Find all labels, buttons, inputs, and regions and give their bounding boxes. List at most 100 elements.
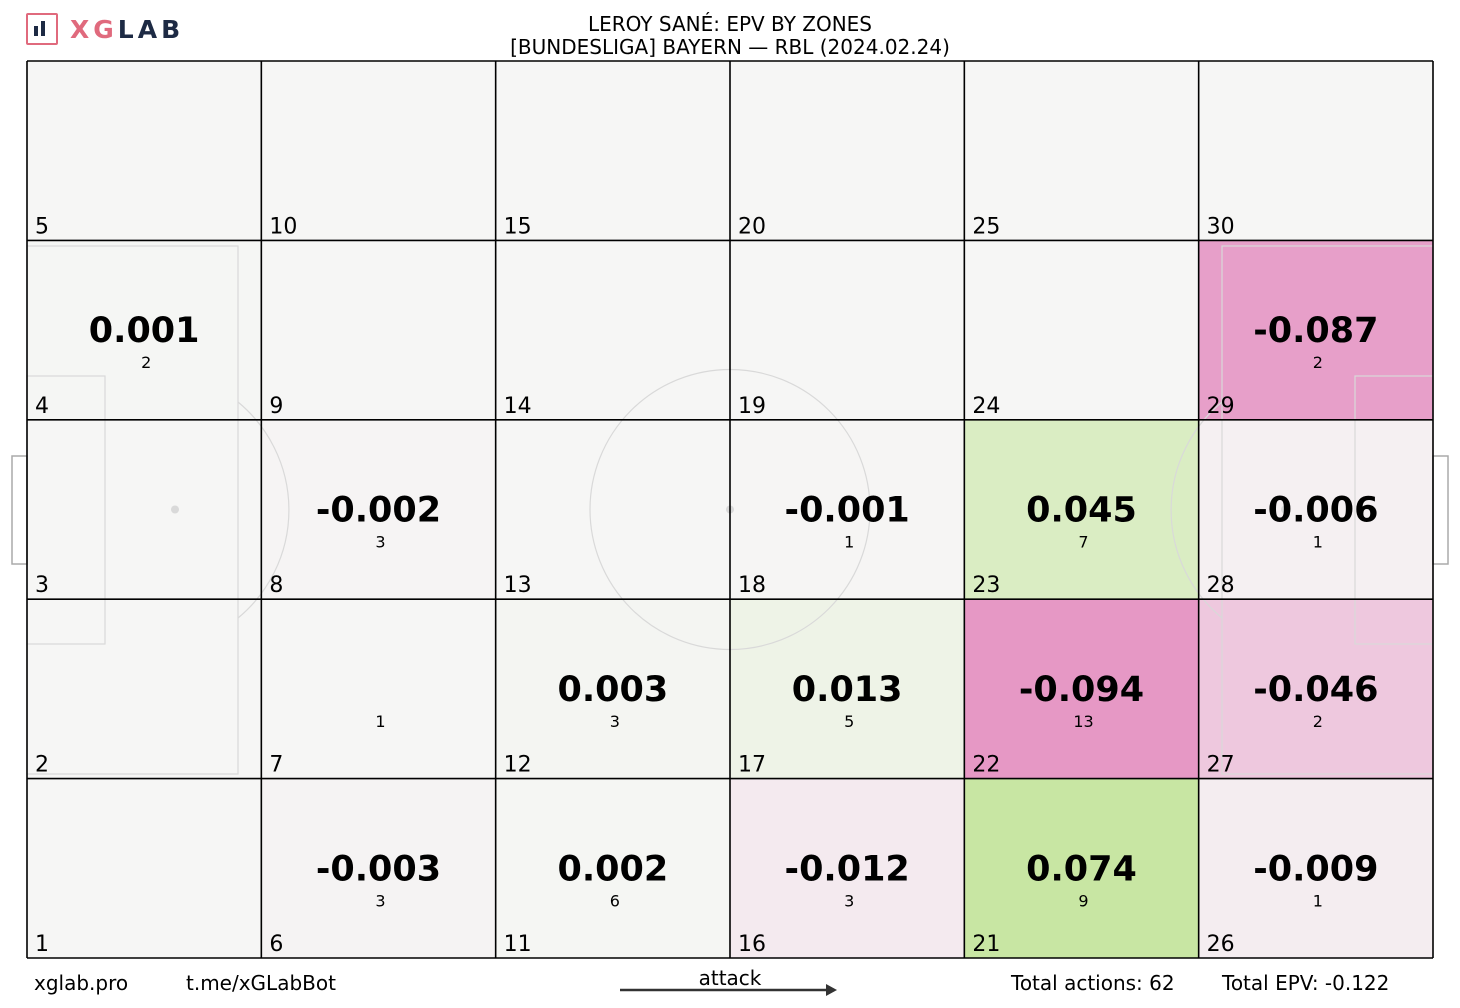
zone-epv-value: -0.009: [1253, 849, 1378, 889]
zone-cell-10: [261, 61, 496, 241]
left-penalty-spot: [171, 505, 179, 514]
zone-number: 11: [504, 932, 532, 957]
zone-action-count: 1: [1313, 891, 1323, 910]
zone-cell-14: [495, 240, 730, 420]
zone-action-count: 2: [1313, 353, 1323, 372]
zone-cell-17: [730, 599, 965, 779]
zone-epv-value: -0.094: [1019, 670, 1144, 710]
zone-number: 2: [35, 753, 49, 778]
zone-number: 21: [972, 932, 1000, 957]
zone-epv-value: -0.003: [316, 849, 441, 889]
zone-cell-5: [27, 61, 262, 241]
zone-action-count: 2: [141, 353, 151, 372]
chart-title: LEROY SANÉ: EPV BY ZONES: [587, 12, 872, 36]
zone-action-count: 2: [1313, 712, 1323, 731]
zone-cell-12: [495, 599, 730, 779]
zone-action-count: 1: [844, 533, 854, 552]
zone-cell-2: [27, 599, 262, 779]
zone-number: 27: [1207, 753, 1235, 778]
zone-action-count: 5: [844, 712, 854, 731]
zone-cell-3: [27, 419, 262, 600]
zone-cell-11: [495, 778, 730, 958]
zone-cell-7: [261, 599, 496, 779]
zone-number: 18: [738, 573, 766, 598]
bar-chart-icon: [26, 13, 58, 45]
zone-number: 24: [972, 394, 1000, 419]
zone-cell-18: [730, 419, 965, 600]
footer-bot: t.me/xGLabBot: [186, 971, 336, 995]
zone-action-count: 3: [375, 891, 385, 910]
zone-action-count: 7: [1078, 533, 1088, 552]
total-actions: Total actions: 62: [1011, 971, 1175, 995]
zone-action-count: 3: [375, 533, 385, 552]
zone-cell-20: [730, 61, 965, 241]
zone-action-count: 13: [1073, 712, 1093, 731]
footer-site: xglab.pro: [34, 971, 129, 995]
zone-cell-9: [261, 240, 496, 420]
zone-number: 9: [269, 394, 283, 419]
zone-epv-value: -0.012: [785, 849, 910, 889]
zone-number: 17: [738, 753, 766, 778]
zone-cell-29: [1198, 240, 1433, 420]
zone-cell-15: [495, 61, 730, 241]
zone-cell-19: [730, 240, 965, 420]
zone-action-count: 6: [610, 891, 620, 910]
zone-number: 3: [35, 573, 49, 598]
zone-epv-value: -0.002: [316, 491, 441, 531]
chart-subtitle: [BUNDESLIGA] BAYERN — RBL (2024.02.24): [510, 35, 950, 59]
zone-cell-30: [1198, 61, 1433, 241]
zone-epv-value: -0.087: [1253, 311, 1378, 351]
zone-number: 23: [972, 573, 1000, 598]
zone-number: 7: [269, 753, 283, 778]
zone-action-count: 1: [1313, 533, 1323, 552]
zone-cell-24: [964, 240, 1199, 420]
zone-cell-27: [1198, 599, 1433, 779]
zone-cell-25: [964, 61, 1199, 241]
zone-number: 14: [504, 394, 532, 419]
zone-number: 30: [1207, 214, 1235, 239]
zone-cell-22: [964, 599, 1199, 779]
zone-number: 12: [504, 753, 532, 778]
zone-cell-23: [964, 419, 1199, 600]
zone-action-count: 3: [610, 712, 620, 731]
logo-text: XGLAB: [70, 14, 185, 44]
right-goal: [1432, 455, 1449, 565]
zone-action-count: 9: [1078, 891, 1088, 910]
zone-number: 13: [504, 573, 532, 598]
zone-cell-21: [964, 778, 1199, 958]
zone-number: 10: [269, 214, 297, 239]
zone-number: 29: [1207, 394, 1235, 419]
zone-number: 28: [1207, 573, 1235, 598]
zone-number: 26: [1207, 932, 1235, 957]
zone-action-count: 3: [844, 891, 854, 910]
zone-epv-value: -0.046: [1253, 670, 1378, 710]
zone-cell-4: [27, 240, 262, 420]
zone-number: 4: [35, 394, 49, 419]
right-penalty-spot: [1281, 505, 1289, 514]
zone-epv-value: 0.013: [792, 670, 903, 710]
zone-epv-value: 0.045: [1026, 491, 1137, 531]
zone-cell-1: [27, 778, 262, 958]
zone-epv-value: -0.001: [785, 491, 910, 531]
attack-label: attack: [698, 966, 762, 990]
zone-epv-value: -0.006: [1253, 491, 1378, 531]
zone-number: 1: [35, 932, 49, 957]
zone-cell-28: [1198, 419, 1433, 600]
zone-epv-value: 0.001: [89, 311, 200, 351]
zone-cell-16: [730, 778, 965, 958]
attack-arrowhead-icon: [826, 984, 837, 996]
zone-epv-value: 0.003: [557, 670, 668, 710]
zone-number: 16: [738, 932, 766, 957]
zone-epv-value: 0.002: [557, 849, 668, 889]
zone-number: 22: [972, 753, 1000, 778]
zone-number: 5: [35, 214, 49, 239]
zone-number: 19: [738, 394, 766, 419]
xglab-logo: XGLAB: [26, 12, 184, 46]
zone-number: 15: [504, 214, 532, 239]
zone-number: 25: [972, 214, 1000, 239]
zone-number: 6: [269, 932, 283, 957]
total-epv: Total EPV: -0.122: [1222, 971, 1390, 995]
zone-epv-value: 0.074: [1026, 849, 1137, 889]
zone-cell-8: [261, 419, 496, 600]
